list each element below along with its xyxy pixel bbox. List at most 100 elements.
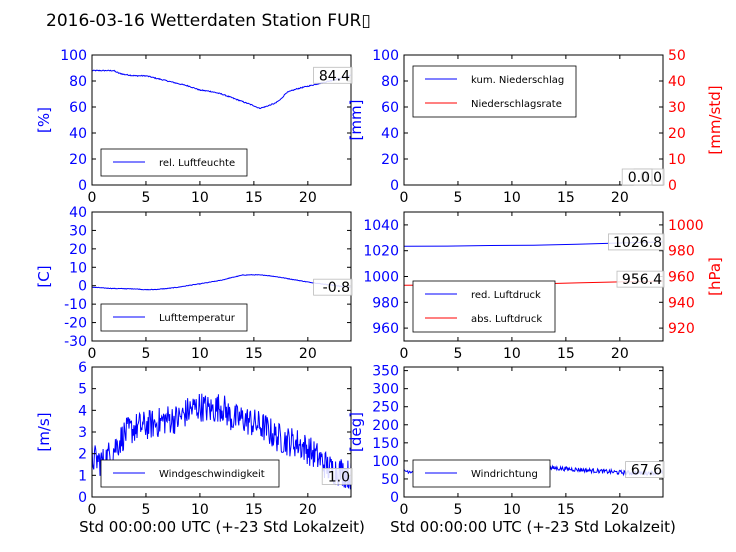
legend-label-humidity-0: rel. Luftfeuchte bbox=[159, 158, 235, 169]
x-axis-label-right: Std 00:00:00 UTC (+-23 Std Lokalzeit) bbox=[390, 518, 676, 536]
x-tick-label-wind_speed: 10 bbox=[191, 502, 209, 518]
current-value-wind_direction: 67.6 bbox=[631, 463, 662, 479]
y-axis-label-temperature: [C] bbox=[35, 265, 53, 287]
legend-box-precipitation bbox=[412, 65, 577, 118]
current-value-humidity-box bbox=[313, 66, 353, 84]
y-axis-label-wind_direction: [deg] bbox=[347, 412, 365, 452]
legend-box-temperature bbox=[100, 303, 248, 332]
y-right-tick-label-pressure: 980 bbox=[668, 244, 695, 260]
panel-humidity: 0 5 10 15 20 0 20 40 60 80 100 [%] 84.4 rel. Luftfeuc… bbox=[35, 48, 353, 206]
y-tick-label-temperature: 40 bbox=[69, 205, 87, 221]
y-tick-label-humidity: 40 bbox=[69, 126, 87, 142]
current-value-right-precipitation: 0.0 bbox=[628, 170, 650, 186]
y-right-tick-label-precipitation: 40 bbox=[668, 74, 686, 90]
y-tick-label-pressure: 1040 bbox=[363, 218, 399, 234]
x-tick-label-temperature: 5 bbox=[141, 346, 150, 362]
y-tick-label-wind_speed: 3 bbox=[78, 425, 87, 441]
y-tick-label-wind_direction: 150 bbox=[372, 436, 399, 452]
y-tick-label-wind_direction: 350 bbox=[372, 364, 399, 380]
x-tick-label-pressure: 20 bbox=[611, 346, 629, 362]
y-right-tick-label-precipitation: 0 bbox=[668, 178, 677, 194]
current-value-wind_speed: 1.0 bbox=[328, 469, 350, 485]
y-tick-label-wind_direction: 100 bbox=[372, 454, 399, 470]
plot-frame-humidity bbox=[91, 54, 352, 186]
y-tick-label-wind_speed: 5 bbox=[78, 382, 87, 398]
x-tick-label-precipitation: 10 bbox=[503, 190, 521, 206]
x-tick-label-wind_speed: 15 bbox=[245, 502, 263, 518]
x-tick-label-humidity: 5 bbox=[141, 190, 150, 206]
y-tick-label-precipitation: 60 bbox=[381, 100, 399, 116]
current-value-right-pressure: 956.4 bbox=[622, 272, 662, 288]
legend-label-pressure-1: abs. Luftdruck bbox=[471, 314, 542, 325]
y-axis-label-humidity: [%] bbox=[35, 107, 53, 133]
y-tick-label-temperature: 0 bbox=[78, 279, 87, 295]
y-tick-label-humidity: 80 bbox=[69, 74, 87, 90]
y-tick-label-precipitation: 100 bbox=[372, 48, 399, 64]
y-axis-label-precipitation: [mm] bbox=[347, 100, 365, 141]
x-tick-label-temperature: 20 bbox=[299, 346, 317, 362]
y-tick-label-temperature: 30 bbox=[69, 223, 87, 239]
x-tick-label-wind_speed: 20 bbox=[299, 502, 317, 518]
y-axis-label-wind_speed: [m/s] bbox=[35, 412, 53, 451]
legend-label-precipitation-0: kum. Niederschlag bbox=[471, 75, 564, 86]
y-tick-label-pressure: 1000 bbox=[363, 270, 399, 286]
y-tick-label-precipitation: 20 bbox=[381, 152, 399, 168]
y-tick-label-wind_speed: 1 bbox=[78, 468, 87, 484]
y-axis-right-label-pressure: [hPa] bbox=[706, 257, 724, 296]
current-value-temperature: -0.8 bbox=[323, 280, 350, 296]
legend-label-pressure-0: red. Luftdruck bbox=[471, 290, 541, 301]
x-tick-label-wind_speed: 0 bbox=[88, 502, 97, 518]
y-axis-right-label-precipitation: [mm/std] bbox=[706, 85, 724, 154]
series-line-wind_speed-0 bbox=[91, 393, 352, 490]
x-tick-label-pressure: 5 bbox=[453, 346, 462, 362]
y-right-tick-label-precipitation: 30 bbox=[668, 100, 686, 116]
x-tick-label-temperature: 0 bbox=[88, 346, 97, 362]
current-value-right-pressure-box bbox=[616, 270, 665, 288]
series-line-temperature-0 bbox=[91, 274, 352, 291]
current-value-pressure-box bbox=[608, 233, 665, 251]
x-tick-label-humidity: 10 bbox=[191, 190, 209, 206]
y-tick-label-pressure: 960 bbox=[372, 321, 399, 337]
y-right-tick-label-pressure: 920 bbox=[668, 321, 695, 337]
y-tick-label-pressure: 1020 bbox=[363, 244, 399, 260]
y-tick-label-wind_direction: 0 bbox=[390, 490, 399, 506]
panel-temperature: 0 5 10 15 20 -30 -20 -10 0 10 20 30 40 [C] -0.8 Lufttem… bbox=[35, 205, 353, 362]
x-tick-label-humidity: 0 bbox=[88, 190, 97, 206]
legend-label-wind_direction-0: Windrichtung bbox=[471, 469, 538, 480]
x-tick-label-pressure: 15 bbox=[557, 346, 575, 362]
panel-pressure: 0 5 10 15 20 960 980 1000 1020 1040 920 940 960 980 10… bbox=[363, 211, 724, 362]
x-tick-label-humidity: 20 bbox=[299, 190, 317, 206]
y-tick-label-humidity: 60 bbox=[69, 100, 87, 116]
y-right-tick-label-pressure: 1000 bbox=[668, 218, 704, 234]
legend-label-wind_speed-0: Windgeschwindigkeit bbox=[159, 469, 265, 480]
y-tick-label-wind_speed: 6 bbox=[78, 360, 87, 376]
current-value-wind_direction-box bbox=[625, 461, 665, 478]
x-tick-label-pressure: 0 bbox=[400, 346, 409, 362]
y-tick-label-wind_speed: 4 bbox=[78, 403, 87, 419]
y-right-tick-label-pressure: 960 bbox=[668, 270, 695, 286]
y-tick-label-humidity: 0 bbox=[78, 178, 87, 194]
y-tick-label-temperature: 20 bbox=[69, 242, 87, 258]
y-tick-label-wind_direction: 300 bbox=[372, 382, 399, 398]
x-tick-label-precipitation: 0 bbox=[400, 190, 409, 206]
plot-frame-wind_direction bbox=[403, 366, 664, 498]
figure-title: 2016-03-16 Wetterdaten Station FUR▯ bbox=[46, 11, 371, 31]
x-tick-label-temperature: 15 bbox=[245, 346, 263, 362]
x-tick-label-wind_direction: 15 bbox=[557, 502, 575, 518]
y-right-tick-label-precipitation: 50 bbox=[668, 48, 686, 64]
y-tick-label-precipitation: 0 bbox=[390, 178, 399, 194]
x-tick-label-precipitation: 5 bbox=[453, 190, 462, 206]
panel-wind_direction: 0 5 10 15 20050100150200250300350[deg]67.6Wi… bbox=[347, 364, 665, 518]
x-tick-label-wind_direction: 0 bbox=[400, 502, 409, 518]
y-right-tick-label-precipitation: 10 bbox=[668, 152, 686, 168]
plot-frame-precipitation bbox=[403, 54, 664, 186]
x-tick-label-precipitation: 20 bbox=[611, 190, 629, 206]
current-value-right-precipitation-box bbox=[621, 168, 653, 186]
y-tick-label-wind_direction: 250 bbox=[372, 400, 399, 416]
y-tick-label-wind_direction: 50 bbox=[381, 472, 399, 488]
y-tick-label-precipitation: 80 bbox=[381, 74, 399, 90]
legend-box-pressure bbox=[412, 280, 556, 333]
y-right-tick-label-pressure: 940 bbox=[668, 295, 695, 311]
y-tick-label-temperature: -30 bbox=[64, 334, 87, 350]
